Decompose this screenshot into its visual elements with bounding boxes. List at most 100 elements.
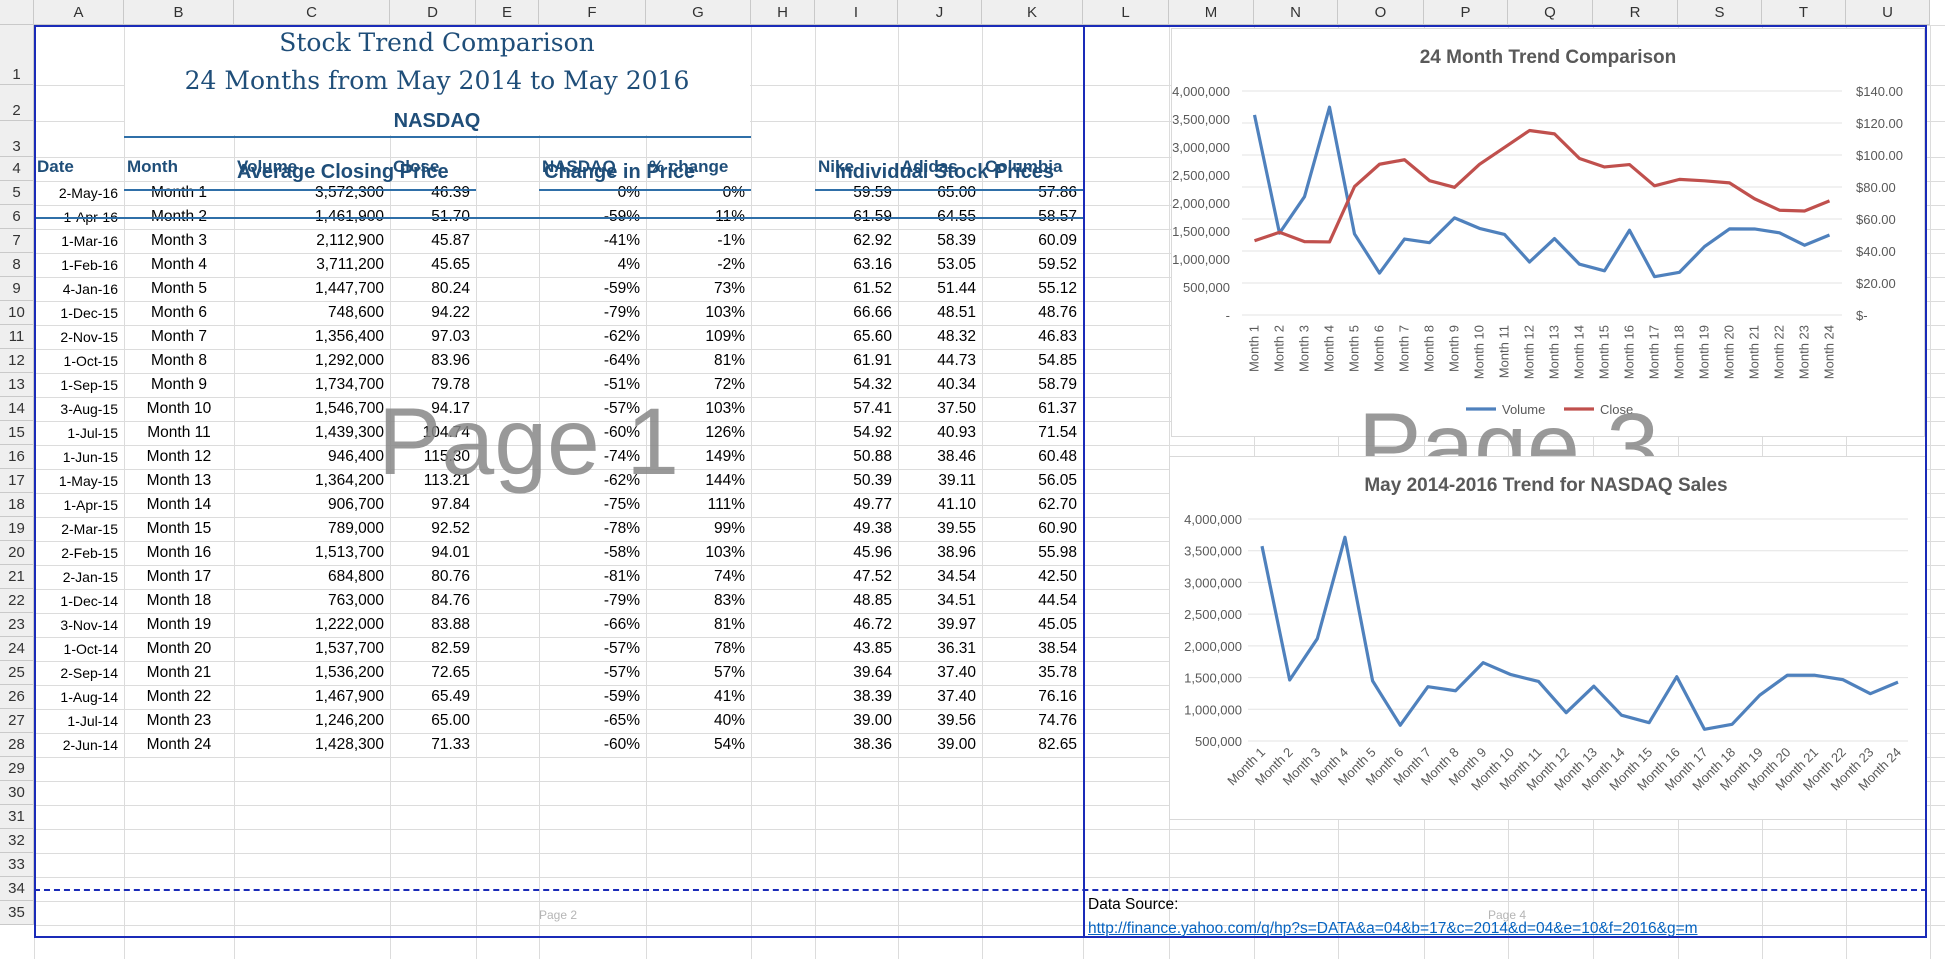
cell-adidas[interactable]: 38.46 xyxy=(937,448,976,465)
cell-date[interactable]: 1-Dec-15 xyxy=(60,305,118,321)
cell-date[interactable]: 2-Feb-15 xyxy=(61,545,118,561)
row-header-26[interactable]: 26 xyxy=(0,685,34,709)
column-header-R[interactable]: R xyxy=(1593,0,1678,25)
row-header-31[interactable]: 31 xyxy=(0,805,34,829)
cell-nasdaq-change[interactable]: -79% xyxy=(603,592,640,609)
cell-date[interactable]: 1-Mar-16 xyxy=(61,233,118,249)
column-header-B[interactable]: B xyxy=(124,0,234,25)
row-header-22[interactable]: 22 xyxy=(0,589,34,613)
cell-nasdaq-change[interactable]: -64% xyxy=(603,352,640,369)
cell-adidas[interactable]: 39.56 xyxy=(937,712,976,729)
cell-nike[interactable]: 45.96 xyxy=(853,544,892,561)
cell-pct-change[interactable]: 81% xyxy=(713,616,745,633)
column-header-L[interactable]: L xyxy=(1083,0,1169,25)
cell-pct-change[interactable]: 57% xyxy=(713,664,745,681)
cell-nasdaq-change[interactable]: -75% xyxy=(603,496,640,513)
cell-columbia[interactable]: 71.54 xyxy=(1038,424,1077,441)
cell-volume[interactable]: 789,000 xyxy=(327,520,384,537)
cell-volume[interactable]: 1,428,300 xyxy=(315,736,384,753)
cell-nike[interactable]: 38.39 xyxy=(853,688,892,705)
cell-volume[interactable]: 1,467,900 xyxy=(315,688,384,705)
row-header-5[interactable]: 5 xyxy=(0,181,34,205)
cell-close[interactable]: 92.52 xyxy=(431,520,470,537)
cell-month[interactable]: Month 15 xyxy=(146,520,212,537)
cell-nasdaq-change[interactable]: -57% xyxy=(603,664,640,681)
cell-volume[interactable]: 2,112,900 xyxy=(316,232,384,249)
row-header-13[interactable]: 13 xyxy=(0,373,34,397)
cell-adidas[interactable]: 64.55 xyxy=(898,205,982,229)
column-header-E[interactable]: E xyxy=(476,0,539,25)
cell-close[interactable]: 94.01 xyxy=(431,544,470,561)
cell-nike[interactable]: 38.36 xyxy=(853,736,892,753)
cell-adidas[interactable]: 53.05 xyxy=(937,256,976,273)
cell-volume[interactable]: 1,439,300 xyxy=(315,424,384,441)
cell-nike[interactable]: 59.59 xyxy=(853,184,892,201)
row-header-27[interactable]: 27 xyxy=(0,709,34,733)
cell-close[interactable]: 65.00 xyxy=(431,712,470,729)
cell-nasdaq-change[interactable]: -57% xyxy=(603,640,640,657)
cell-pct-change[interactable]: 149% xyxy=(705,448,745,465)
row-header-19[interactable]: 19 xyxy=(0,517,34,541)
cell-pct-change[interactable]: 83% xyxy=(713,592,745,609)
cell-close[interactable]: 83.96 xyxy=(431,352,470,369)
cell-pct-change[interactable]: 0% xyxy=(722,184,745,201)
row-header-1[interactable]: 1 xyxy=(0,25,34,85)
cell-columbia[interactable]: 54.85 xyxy=(1038,352,1077,369)
cell-month[interactable]: Month 21 xyxy=(146,664,212,681)
cell-pct-change[interactable]: 126% xyxy=(705,424,745,441)
cell-date[interactable]: 1-Oct-14 xyxy=(63,641,118,657)
cell-month[interactable]: Month 4 xyxy=(150,256,207,273)
row-header-29[interactable]: 29 xyxy=(0,757,34,781)
row-header-7[interactable]: 7 xyxy=(0,229,34,253)
cell-close[interactable]: 97.84 xyxy=(431,496,470,513)
cell-columbia[interactable]: 46.83 xyxy=(1038,328,1077,345)
cell-adidas[interactable]: 34.51 xyxy=(937,592,976,609)
row-header-16[interactable]: 16 xyxy=(0,445,34,469)
cell-month[interactable]: Month 19 xyxy=(146,616,212,633)
cell-month[interactable]: Month 23 xyxy=(146,712,212,729)
cell-adidas[interactable]: 48.32 xyxy=(937,328,976,345)
cell-columbia[interactable]: 60.09 xyxy=(1038,232,1077,249)
cell-columbia[interactable]: 56.05 xyxy=(1038,472,1077,489)
cell-nasdaq-change[interactable]: -41% xyxy=(603,232,640,249)
cell-pct-change[interactable]: 103% xyxy=(705,544,745,561)
cell-month[interactable]: Month 20 xyxy=(146,640,212,657)
cell-columbia[interactable]: 55.12 xyxy=(1038,280,1077,297)
column-header-A[interactable]: A xyxy=(34,0,124,25)
row-header-8[interactable]: 8 xyxy=(0,253,34,277)
cell-columbia[interactable]: 61.37 xyxy=(1038,400,1077,417)
cell-nike[interactable]: 61.59 xyxy=(815,205,898,229)
cell-nasdaq-change[interactable]: -58% xyxy=(603,544,640,561)
cell-nike[interactable]: 46.72 xyxy=(853,616,892,633)
cell-close[interactable]: 79.78 xyxy=(431,376,470,393)
cell-month[interactable]: Month 14 xyxy=(146,496,212,513)
cell-close[interactable]: 46.39 xyxy=(431,184,470,201)
cell-nike[interactable]: 48.85 xyxy=(853,592,892,609)
cell-nasdaq-change[interactable]: -81% xyxy=(603,568,640,585)
cell-pct-change[interactable]: -2% xyxy=(717,256,745,273)
row-header-20[interactable]: 20 xyxy=(0,541,34,565)
cell-close[interactable]: 97.03 xyxy=(431,328,470,345)
row-header-6[interactable]: 6 xyxy=(0,205,34,229)
cell-volume[interactable]: 1,222,000 xyxy=(315,616,384,633)
cell-pct-change[interactable]: 111% xyxy=(707,496,745,513)
cell-nasdaq-change[interactable]: -62% xyxy=(603,472,640,489)
cell-nike[interactable]: 50.88 xyxy=(853,448,892,465)
cell-adidas[interactable]: 37.40 xyxy=(937,664,976,681)
cell-adidas[interactable]: 39.55 xyxy=(937,520,976,537)
cell-date[interactable]: 3-Aug-15 xyxy=(60,401,118,417)
cell-columbia[interactable]: 62.70 xyxy=(1038,496,1077,513)
column-header-I[interactable]: I xyxy=(815,0,898,25)
cell-nike[interactable]: 62.92 xyxy=(853,232,892,249)
cell-date[interactable]: 2-Sep-14 xyxy=(60,665,118,681)
row-header-32[interactable]: 32 xyxy=(0,829,34,853)
cell-adidas[interactable]: 48.51 xyxy=(937,304,976,321)
cell-nike[interactable]: 39.64 xyxy=(853,664,892,681)
cell-adidas[interactable]: 51.44 xyxy=(937,280,976,297)
data-source-link[interactable]: http://finance.yahoo.com/q/hp?s=DATA&a=0… xyxy=(1088,920,1698,937)
cell-columbia[interactable]: 58.79 xyxy=(1038,376,1077,393)
column-header-M[interactable]: M xyxy=(1169,0,1254,25)
cell-nike[interactable]: 65.60 xyxy=(853,328,892,345)
cell-columbia[interactable]: 44.54 xyxy=(1038,592,1077,609)
cell-nike[interactable]: 39.00 xyxy=(853,712,892,729)
